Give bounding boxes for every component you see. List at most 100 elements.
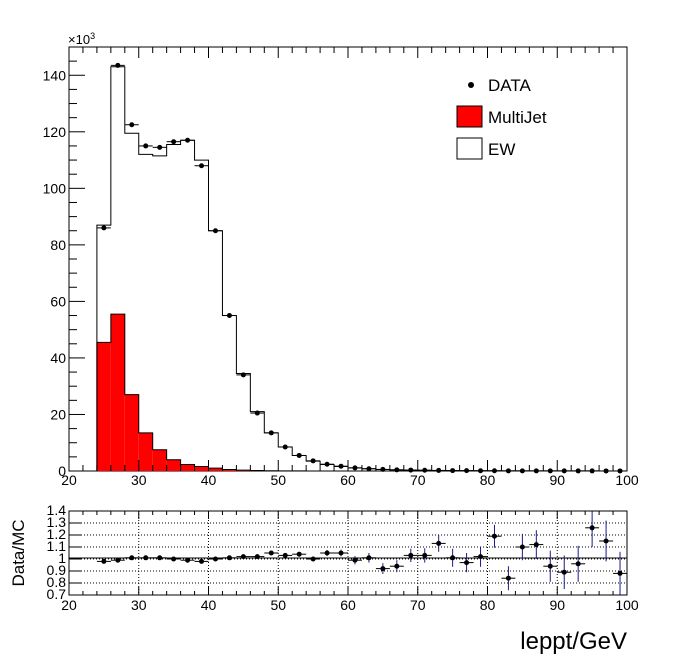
ratio-point [171,556,177,562]
data-point [296,452,302,458]
ratio-x-tick-label: 80 [480,597,496,613]
ratio-y-tick-label: 0.8 [47,574,67,590]
ratio-point [394,563,400,569]
data-point [394,467,400,473]
legend-ew-swatch [456,137,483,160]
legend-multijet-swatch [456,105,483,128]
legend-ew-label: EW [488,140,515,159]
ratio-point [268,550,274,556]
x-tick-label: 20 [61,472,77,488]
data-point [450,468,456,474]
data-point [408,467,414,473]
data-point [310,458,316,464]
y-tick-label: 40 [50,350,66,366]
x-tick-label: 70 [410,472,426,488]
legend: DATA MultiJet EW [456,76,547,160]
x-axis-label: leppt/GeV [520,628,627,655]
y-tick-label: 120 [43,124,67,140]
ratio-axes: 20 30 40 50 60 70 80 90 100 0.70.80.911.11.21.31.… [47,502,639,613]
data-point [185,137,191,143]
multijet-outline [96,313,627,472]
data-point [324,461,330,467]
ratio-point [380,566,386,572]
data-point [240,372,246,378]
data-point [226,313,232,319]
ratio-point [603,538,609,544]
x-tick-label: 90 [549,472,565,488]
data-point [268,430,274,436]
ratio-point [589,525,595,531]
ratio-point [505,575,511,581]
data-point [366,466,372,472]
multijet-bars [96,313,627,472]
multijet-bar [138,432,153,471]
data-points [96,62,627,474]
ratio-point [450,555,456,561]
ratio-x-tick-label: 50 [270,597,286,613]
ratio-point [533,542,539,548]
ratio-point [338,550,344,556]
data-point [575,468,581,474]
y-tick-label: 0 [58,463,66,479]
ratio-point [282,552,288,558]
data-point [129,122,135,128]
ratio-point [115,557,121,563]
data-point [491,468,497,474]
y-tick-label: 60 [50,293,66,309]
data-point [115,62,121,68]
ratio-panel: 20 30 40 50 60 70 80 90 100 0.70.80.911.11.21.31.… [9,502,639,655]
data-point [617,468,623,474]
ratio-point [408,552,414,558]
ratio-x-tick-label: 60 [340,597,356,613]
multijet-bar [166,459,181,471]
ratio-x-tick-label: 20 [61,597,77,613]
ratio-y-tick-label: 1.1 [47,538,67,554]
data-point [436,467,442,473]
x-tick-label: 30 [131,472,147,488]
ratio-y-tick-label: 0.9 [47,562,67,578]
ratio-point [422,552,428,558]
multijet-bar [124,394,139,471]
legend-data-marker [468,82,474,88]
ratio-x-tick-label: 30 [131,597,147,613]
x-tick-label: 80 [480,472,496,488]
x-tick-label: 40 [201,472,217,488]
ratio-y-tick-label: 1 [58,550,66,566]
ratio-point [185,557,191,563]
y-multiplier: ×103 [68,31,95,47]
data-point [519,468,525,474]
ratio-y-tick-label: 1.3 [47,514,67,530]
data-point [589,468,595,474]
data-point [561,468,567,474]
data-point [547,468,553,474]
ratio-point [101,558,107,564]
ratio-point [296,551,302,557]
multijet-bar [152,449,167,471]
ratio-point [129,555,135,561]
ratio-point [464,560,470,566]
multijet-bar [110,314,125,471]
data-point [380,466,386,472]
multijet-bar [194,466,209,471]
ratio-point [199,558,205,564]
data-point [143,143,149,149]
ratio-point [366,555,372,561]
x-tick-label: 50 [270,472,286,488]
data-point [478,468,484,474]
multijet-bar [208,468,223,471]
legend-multijet-label: MultiJet [488,108,547,127]
ratio-point [547,563,553,569]
data-point [101,225,107,231]
ratio-point [212,556,218,562]
ratio-x-tick-label: 70 [410,597,426,613]
ratio-point [143,555,149,561]
ratio-point [352,557,358,563]
y-tick-label: 20 [50,406,66,422]
ratio-point [478,554,484,560]
data-point [171,139,177,145]
ratio-point [436,540,442,546]
ratio-point [491,533,497,539]
data-point [157,144,163,150]
